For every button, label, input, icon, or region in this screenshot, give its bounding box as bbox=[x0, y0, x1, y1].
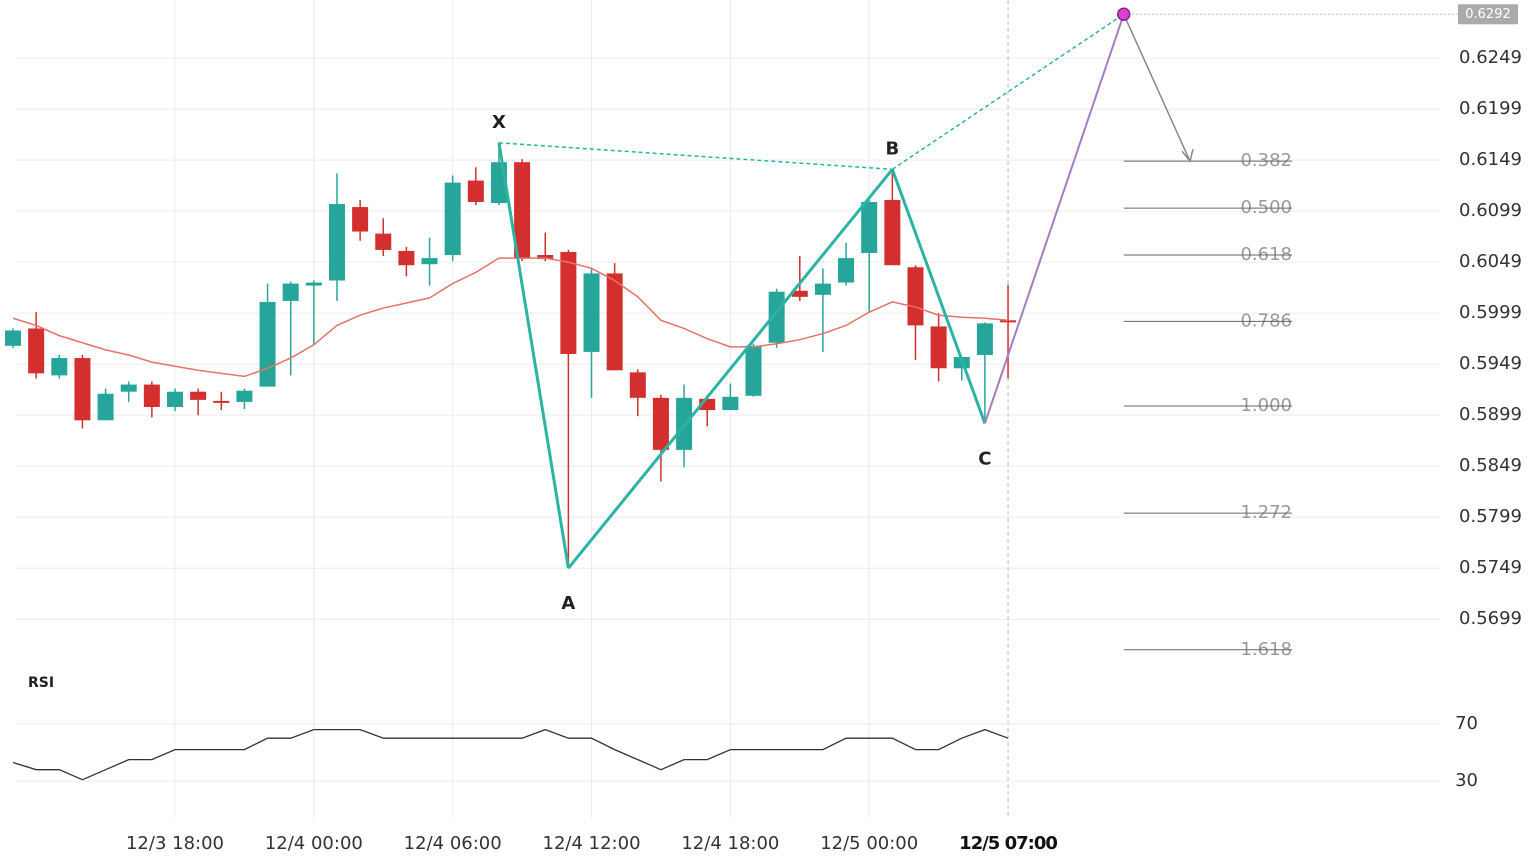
candle-body bbox=[328, 204, 345, 281]
candle-body bbox=[28, 328, 45, 374]
candle-body bbox=[305, 282, 322, 286]
candle-body bbox=[976, 323, 993, 355]
candle-body bbox=[352, 207, 369, 232]
candle-body bbox=[652, 397, 669, 450]
candle-body bbox=[537, 255, 554, 260]
candle-body bbox=[514, 162, 531, 259]
y-tick-label: 0.5799 bbox=[1459, 506, 1522, 527]
price-tag-bg bbox=[1458, 4, 1518, 25]
pattern-leg bbox=[567, 168, 894, 570]
candle-body bbox=[167, 391, 183, 408]
pattern-label: X bbox=[492, 112, 506, 133]
y-tick-label: 0.6099 bbox=[1459, 200, 1522, 221]
price-tag: 0.6292 bbox=[1465, 7, 1511, 22]
candle-body bbox=[560, 251, 577, 354]
candle-body bbox=[51, 358, 68, 376]
x-tick-label: 12/4 06:00 bbox=[404, 833, 502, 854]
x-tick-label: 12/4 18:00 bbox=[681, 833, 779, 854]
y-tick-label: 0.6249 bbox=[1459, 47, 1522, 68]
candle-body bbox=[884, 199, 901, 266]
candle-body bbox=[722, 396, 739, 411]
candle-body bbox=[814, 283, 831, 295]
rsi-title: RSI bbox=[28, 675, 54, 691]
pattern-label: B bbox=[885, 138, 899, 159]
pattern-leg bbox=[497, 142, 570, 569]
y-tick-label: 0.6149 bbox=[1459, 149, 1522, 170]
y-tick-label: 0.6049 bbox=[1459, 251, 1522, 272]
arrow bbox=[1123, 13, 1194, 163]
candle-body bbox=[444, 182, 461, 256]
candle-body bbox=[861, 201, 878, 253]
pattern-leg bbox=[890, 168, 987, 424]
candle-body bbox=[930, 326, 947, 369]
candle-body bbox=[375, 233, 392, 250]
x-tick-label: 12/4 00:00 bbox=[265, 833, 363, 854]
y-tick-label: 0.5749 bbox=[1459, 557, 1522, 578]
candle-body bbox=[190, 391, 207, 400]
pattern-label: A bbox=[561, 593, 575, 614]
candle-body bbox=[236, 390, 253, 402]
x-tick-label: 12/3 18:00 bbox=[126, 833, 224, 854]
candle-body bbox=[1000, 320, 1017, 323]
candle-body bbox=[282, 283, 299, 301]
candle-body bbox=[5, 330, 22, 346]
price-marker bbox=[1116, 7, 1131, 22]
y-tick-label: 0.6199 bbox=[1459, 98, 1522, 119]
candle-body bbox=[583, 273, 600, 352]
candle-body bbox=[143, 384, 160, 408]
candle-body bbox=[745, 345, 762, 396]
candle-body bbox=[629, 372, 646, 398]
candle-body bbox=[213, 400, 230, 403]
pattern-label: C bbox=[978, 448, 991, 469]
candle-body bbox=[699, 398, 716, 411]
x-tick-label: 12/5 00:00 bbox=[820, 833, 918, 854]
candle-body bbox=[467, 180, 484, 202]
y-tick-label: 70 bbox=[1455, 713, 1478, 734]
y-tick-label: 0.5999 bbox=[1459, 302, 1522, 323]
y-tick-label: 0.5899 bbox=[1459, 404, 1522, 425]
y-tick-label: 30 bbox=[1455, 770, 1478, 791]
y-tick-label: 0.5699 bbox=[1459, 608, 1522, 629]
candle-body bbox=[606, 273, 623, 371]
y-tick-label: 0.5949 bbox=[1459, 353, 1522, 374]
rsi-line bbox=[12, 728, 1009, 781]
pattern-dashed bbox=[498, 142, 893, 171]
pattern-dashed bbox=[891, 13, 1125, 170]
candle-body bbox=[97, 393, 114, 421]
candle-body bbox=[259, 301, 276, 387]
candle-body bbox=[907, 267, 924, 326]
x-tick-label: 12/4 12:00 bbox=[543, 833, 641, 854]
candle-body bbox=[398, 250, 415, 266]
x-tick-label: 12/5 07:00 bbox=[959, 833, 1057, 854]
candle-body bbox=[74, 358, 91, 421]
pattern-projection bbox=[983, 13, 1125, 424]
candle-body bbox=[421, 258, 438, 265]
candle-body bbox=[791, 290, 808, 297]
moving-average bbox=[12, 257, 1009, 378]
candle-body bbox=[120, 384, 137, 392]
y-tick-label: 0.5849 bbox=[1459, 455, 1522, 476]
candle-body bbox=[838, 258, 855, 283]
